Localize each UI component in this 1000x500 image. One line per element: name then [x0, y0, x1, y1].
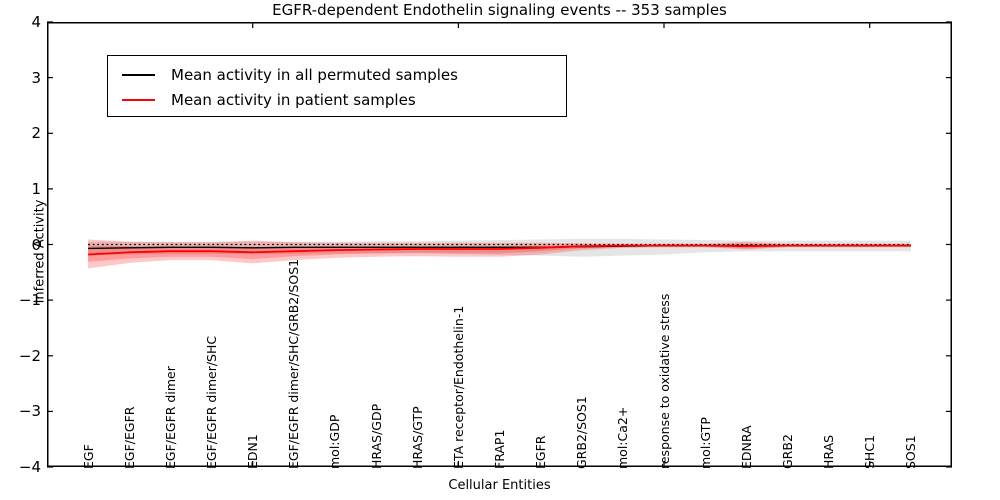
x-category-label: mol:GDP	[327, 414, 343, 469]
band-patient	[88, 243, 911, 262]
x-category-label: ETA receptor/Endothelin-1	[450, 305, 466, 469]
x-category-label: GRB2/SOS1	[574, 396, 590, 469]
x-category-label: HRAS/GTP	[409, 406, 425, 469]
axes-frame	[47, 22, 952, 467]
x-category-label: SHC1	[862, 434, 878, 469]
x-category-label: EGF	[80, 444, 96, 469]
y-tick-label: 0	[31, 235, 41, 254]
y-tick-label: 2	[31, 124, 41, 143]
x-category-label: response to oxidative stress	[656, 293, 672, 469]
x-category-label: mol:GTP	[697, 417, 713, 469]
chart-canvas	[47, 21, 952, 468]
x-category-label: mol:Ca2+	[615, 406, 631, 469]
x-category-label: FRAP1	[492, 429, 507, 469]
x-category-label: EDNRA	[738, 425, 754, 469]
x-category-label: HRAS	[821, 434, 837, 469]
legend-entry-permuted: Mean activity in all permuted samples	[122, 62, 566, 87]
x-category-label: GRB2	[779, 434, 795, 469]
x-category-label: EGFR	[533, 435, 549, 469]
y-tick-label: 3	[31, 68, 41, 87]
black-line-swatch	[122, 73, 155, 76]
legend-entry-patient: Mean activity in patient samples	[122, 87, 566, 112]
x-category-label: EGF/EGFR	[121, 406, 137, 469]
legend-box: Mean activity in all permuted samples Me…	[107, 55, 567, 117]
y-tick-label: −1	[18, 291, 41, 310]
x-category-label: HRAS/GDP	[368, 403, 384, 469]
y-tick-label: −3	[18, 402, 41, 421]
x-category-label: EGF/EGFR dimer/SHC	[204, 335, 220, 469]
y-tick-label: 1	[31, 179, 41, 198]
chart-title: EGFR-dependent Endothelin signaling even…	[272, 1, 727, 19]
x-axis-label: Cellular Entities	[448, 478, 551, 493]
x-category-label: SOS1	[903, 435, 919, 469]
x-category-label: EGF/EGFR dimer/SHC/GRB2/SOS1	[286, 258, 302, 469]
x-category-label: EDN1	[245, 434, 261, 469]
plot-area: Mean activity in all permuted samples Me…	[47, 21, 952, 468]
y-tick-label: −4	[18, 458, 41, 476]
x-category-label: EGF/EGFR dimer	[162, 366, 178, 469]
y-tick-label: −2	[18, 346, 41, 365]
y-tick-label: 4	[31, 13, 41, 31]
patient-mean-line	[88, 244, 911, 256]
legend-label: Mean activity in patient samples	[171, 90, 416, 109]
red-line-swatch	[122, 98, 155, 101]
legend-label: Mean activity in all permuted samples	[171, 65, 458, 84]
